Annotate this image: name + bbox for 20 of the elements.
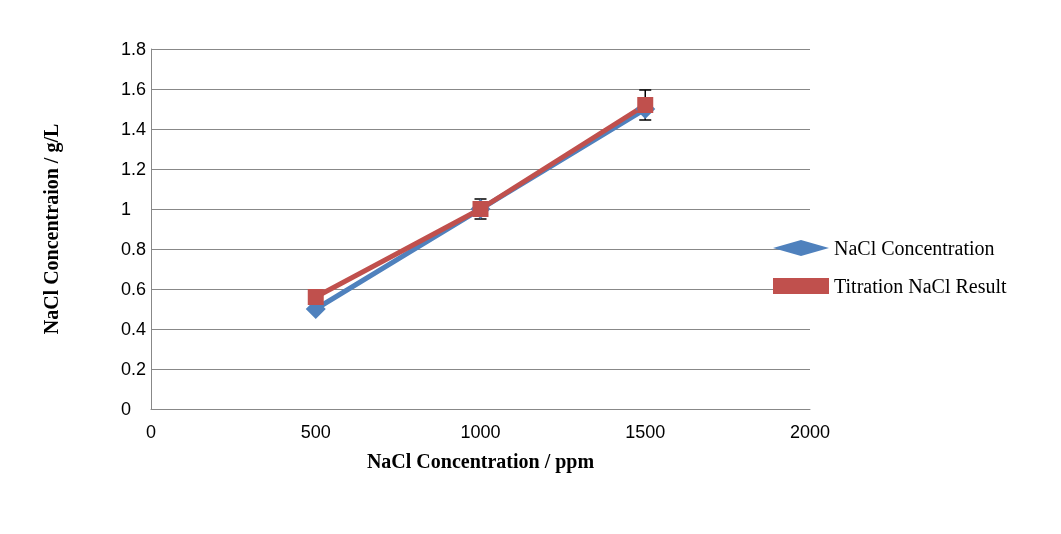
y-tick-label: 1.8 — [121, 39, 147, 59]
y-tick-label: 0.2 — [121, 359, 147, 379]
y-tick-label: 1.4 — [121, 119, 147, 139]
point — [637, 97, 654, 113]
legend-label: NaCl Concentration — [834, 237, 995, 259]
y-tick-label: 0.8 — [121, 239, 147, 259]
x-tick-label: 1000 — [460, 422, 501, 442]
legend-label: Titration NaCl Result — [834, 275, 1008, 297]
y-tick-label: 1.6 — [121, 79, 147, 99]
x-tick-label: 1500 — [625, 422, 666, 442]
point — [307, 289, 324, 305]
y-tick-label: 0.4 — [121, 319, 147, 339]
x-tick-label: 2000 — [789, 422, 831, 442]
y-tick-label: 0.6 — [121, 279, 147, 299]
x-axis-title: NaCl Concentration / ppm — [366, 450, 595, 473]
y-tick-label: 1 — [121, 199, 132, 219]
y-tick-label: 1.2 — [121, 159, 147, 179]
x-tick-label: 500 — [300, 422, 331, 442]
y-axis-title: NaCl Concentraion / g/L — [40, 123, 63, 335]
y-tick-label: 0 — [121, 399, 132, 419]
